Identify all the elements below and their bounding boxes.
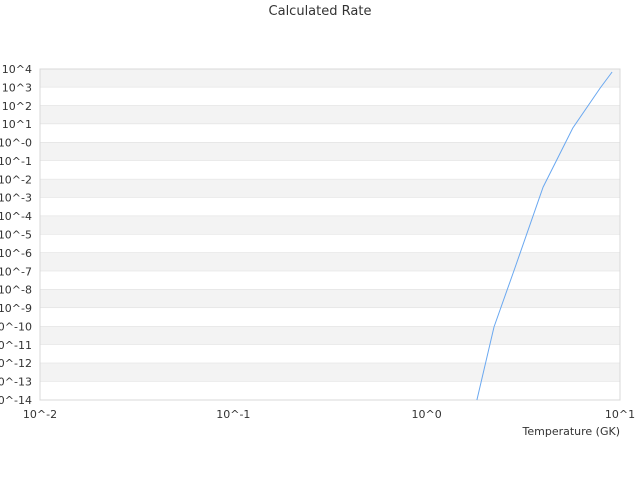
y-tick-label: 10^-4 — [0, 210, 32, 223]
x-tick-label: 10^-2 — [23, 408, 57, 421]
x-tick-label: 10^-1 — [216, 408, 250, 421]
grid-band — [40, 142, 620, 161]
grid-band — [40, 124, 620, 143]
grid-band — [40, 105, 620, 125]
grid-band — [40, 179, 620, 198]
grid-band — [40, 69, 620, 88]
grid-band — [40, 271, 620, 290]
y-tick-label: 10^1 — [2, 118, 32, 131]
y-tick-label: 10^-14 — [0, 394, 32, 407]
grid-band — [40, 87, 620, 106]
y-tick-label: 10^-11 — [0, 339, 32, 352]
grid-band — [40, 252, 620, 272]
y-tick-label: 10^-6 — [0, 247, 32, 260]
plot-border — [39, 68, 621, 401]
x-tick-label: 10^1 — [605, 408, 635, 421]
y-tick-label: 10^-7 — [0, 265, 32, 278]
grid-band — [40, 160, 620, 180]
grid-band — [40, 289, 620, 309]
y-tick-label: 10^-10 — [0, 320, 32, 333]
grid-band — [40, 363, 620, 382]
grid-band — [40, 344, 620, 364]
series-line — [476, 71, 613, 401]
grid-band — [40, 308, 620, 327]
y-tick-label: 10^-0 — [0, 137, 32, 150]
grid-band — [40, 381, 620, 400]
y-tick-label: 10^-8 — [0, 284, 32, 297]
y-tick-label: 10^2 — [2, 100, 32, 113]
y-tick-label: 10^-5 — [0, 229, 32, 242]
grid-band — [40, 326, 620, 345]
y-tick-label: 10^-12 — [0, 357, 32, 370]
chart-title: Calculated Rate — [268, 4, 372, 19]
grid-band — [40, 197, 620, 217]
y-tick-label: 10^3 — [2, 81, 32, 94]
y-tick-label: 10^-1 — [0, 155, 32, 168]
x-axis-label: Temperature (GK) — [522, 425, 621, 438]
grid-band — [40, 216, 620, 235]
y-tick-label: 10^4 — [2, 63, 32, 76]
y-tick-label: 10^-3 — [0, 192, 32, 205]
grid-band — [40, 234, 620, 253]
x-tick-label: 10^0 — [412, 408, 442, 421]
y-tick-label: 10^-13 — [0, 376, 32, 389]
y-tick-label: 10^-2 — [0, 173, 32, 186]
y-tick-label: 10^-9 — [0, 302, 32, 315]
